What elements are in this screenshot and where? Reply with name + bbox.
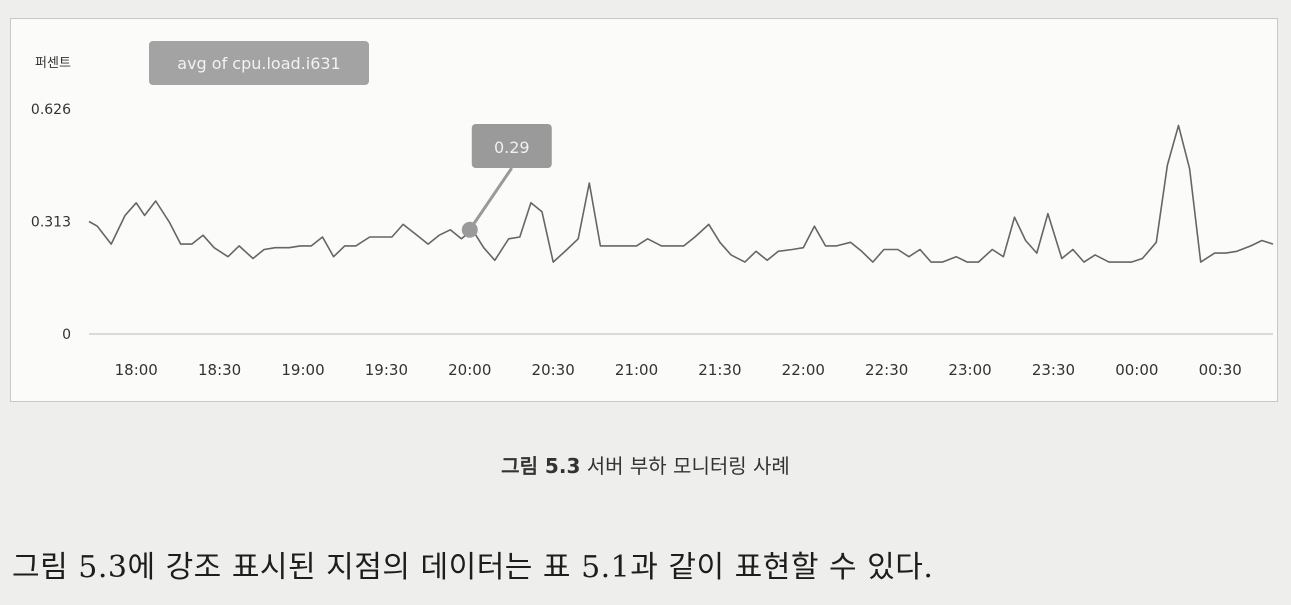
x-tick-label: 20:00	[448, 361, 491, 379]
x-tick-label: 21:00	[615, 361, 658, 379]
x-tick-label: 20:30	[532, 361, 575, 379]
x-tick-label: 00:00	[1115, 361, 1158, 379]
series-line-cpu-load	[88, 124, 1274, 263]
y-tick-label: 0.313	[31, 215, 71, 231]
y-unit-label: 퍼센트	[35, 56, 71, 71]
highlight-callout-leader	[468, 167, 514, 231]
x-tick-label: 23:30	[1032, 361, 1075, 379]
figure-caption: 그림 5.3 서버 부하 모니터링 사례	[0, 450, 1291, 479]
x-tick-label: 21:30	[698, 361, 741, 379]
y-tick-label: 0.626	[31, 102, 71, 118]
x-tick-label: 18:00	[115, 361, 158, 379]
highlight-value-label: 0.29	[494, 138, 530, 157]
line-chart: 퍼센트 avg of cpu.load.i631 0 0.313 0.626 18:0…	[31, 41, 1274, 379]
x-tick-label: 22:30	[865, 361, 908, 379]
x-tick-label: 22:00	[782, 361, 825, 379]
x-tick-label: 23:00	[948, 361, 991, 379]
legend-series-name: avg of cpu.load.i631	[177, 54, 340, 73]
figure-caption-text: 서버 부하 모니터링 사례	[586, 454, 790, 478]
figure-number: 그림 5.3	[501, 454, 581, 478]
legend-badge	[149, 41, 369, 85]
chart-figure: 퍼센트 avg of cpu.load.i631 0 0.313 0.626 18:0…	[10, 18, 1278, 402]
highlight-callout-box	[471, 124, 552, 168]
x-tick-label: 00:30	[1199, 361, 1242, 379]
highlight-point	[461, 221, 478, 238]
y-tick-label: 0	[62, 327, 71, 343]
x-tick-label: 18:30	[198, 361, 241, 379]
x-tick-label: 19:00	[281, 361, 324, 379]
x-tick-label: 19:30	[365, 361, 408, 379]
body-paragraph: 그림 5.3에 강조 표시된 지점의 데이터는 표 5.1과 같이 표현할 수 …	[12, 550, 934, 585]
